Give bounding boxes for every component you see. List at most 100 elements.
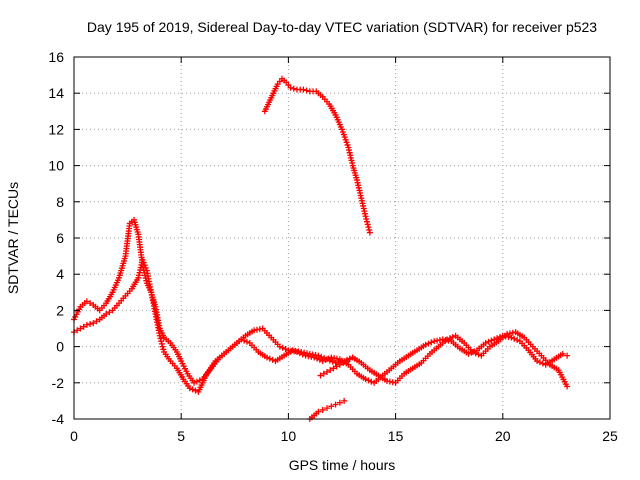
data-point	[290, 85, 297, 92]
data-point	[368, 378, 375, 385]
axis-ticks: 0 5 10 15 20 25 -4 -2 0 2 4 6 8 10 12 14 16	[48, 49, 618, 444]
data-point	[564, 383, 571, 390]
data-point	[364, 218, 371, 225]
data-point	[336, 361, 343, 368]
data-point	[329, 358, 336, 365]
y-tick-label: 10	[48, 158, 64, 174]
data-point	[362, 376, 369, 383]
data-point	[508, 334, 515, 341]
chart-title: Day 195 of 2019, Sidereal Day-to-day VTE…	[87, 19, 597, 35]
data-point	[328, 403, 335, 410]
data-point	[444, 336, 451, 343]
data-point	[191, 379, 198, 386]
data-point	[156, 332, 163, 339]
y-tick-label: -2	[52, 375, 65, 391]
x-tick-label: 20	[495, 428, 511, 444]
data-point	[159, 343, 166, 350]
data-point	[446, 335, 453, 342]
data-point	[160, 346, 167, 353]
data-point	[140, 259, 147, 266]
data-point	[336, 399, 343, 406]
data-point	[319, 358, 326, 365]
y-tick-label: 6	[56, 230, 64, 246]
data-point	[494, 335, 501, 342]
data-point	[321, 355, 328, 362]
data-point	[266, 355, 273, 362]
data-point	[349, 354, 356, 361]
series-track-e-short	[317, 354, 356, 379]
data-point	[475, 351, 482, 358]
data-point	[192, 387, 199, 394]
data-point	[330, 365, 337, 372]
data-point	[313, 355, 320, 362]
data-point	[365, 224, 372, 231]
y-tick-label: 0	[56, 339, 64, 355]
data-point	[318, 353, 325, 360]
data-point	[141, 262, 148, 269]
data-point	[303, 87, 310, 94]
y-tick-label: 2	[56, 302, 64, 318]
data-point	[366, 229, 373, 236]
data-point	[539, 360, 546, 367]
y-tick-label: -4	[52, 411, 65, 427]
data-point	[316, 356, 323, 363]
y-tick-label: 8	[56, 194, 64, 210]
data-point	[142, 264, 149, 271]
data-point	[158, 340, 165, 347]
data-point	[534, 358, 541, 365]
data-point	[333, 363, 340, 370]
data-point	[287, 84, 294, 91]
data-point	[317, 372, 324, 379]
data-point	[243, 338, 250, 345]
series-track-b-morning	[71, 256, 571, 395]
y-tick-label: 14	[48, 85, 64, 101]
data-point	[238, 336, 245, 343]
series-track-c-high	[261, 75, 373, 236]
x-tick-label: 5	[177, 428, 185, 444]
data-point	[485, 338, 492, 345]
data-point	[536, 359, 543, 366]
data-point	[74, 327, 81, 334]
data-point	[559, 350, 566, 357]
data-point	[422, 341, 429, 348]
data-point	[269, 356, 276, 363]
data-point	[327, 367, 334, 374]
data-point	[241, 337, 248, 344]
data-point	[428, 339, 435, 346]
data-point	[326, 357, 333, 364]
data-point	[343, 358, 350, 365]
data-point	[564, 352, 571, 359]
data-point	[83, 321, 90, 328]
data-point	[366, 226, 373, 233]
data-point	[465, 350, 472, 357]
data-point	[77, 325, 84, 332]
data-point	[511, 335, 518, 342]
data-point	[158, 338, 165, 345]
data-point	[319, 406, 326, 413]
data-point	[472, 350, 479, 357]
data-point	[365, 377, 372, 384]
y-tick-label: 4	[56, 266, 64, 282]
data-point	[514, 336, 521, 343]
data-point	[189, 386, 196, 393]
data-point	[315, 352, 322, 359]
data-point	[323, 368, 330, 375]
data-point	[263, 354, 270, 361]
data-point	[300, 86, 307, 93]
data-point	[449, 333, 456, 340]
data-point	[106, 309, 113, 316]
y-tick-label: 16	[48, 49, 64, 65]
data-point	[279, 344, 286, 351]
data-point	[83, 298, 90, 305]
data-point	[186, 385, 193, 392]
data-point	[139, 256, 146, 263]
data-point	[320, 370, 327, 377]
x-tick-label: 10	[281, 428, 297, 444]
data-point	[346, 356, 353, 363]
data-point	[340, 359, 347, 366]
data-point	[482, 339, 489, 346]
data-point	[93, 318, 100, 325]
data-point	[323, 356, 330, 363]
data-point	[157, 335, 164, 342]
